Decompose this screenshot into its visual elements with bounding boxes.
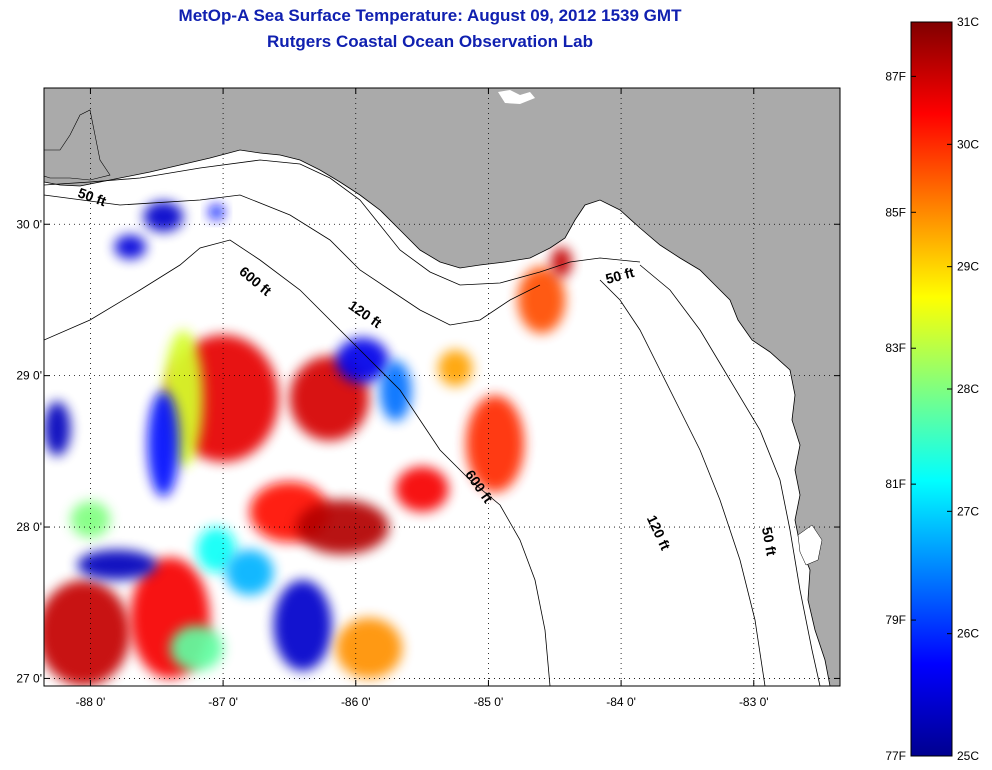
map-subtitle: Rutgers Coastal Ocean Observation Lab bbox=[267, 32, 593, 51]
colorbar-celsius-label: 28C bbox=[957, 382, 979, 396]
contour-600ft bbox=[44, 239, 551, 686]
x-tick-label: -85 0' bbox=[474, 695, 504, 709]
sst-patch bbox=[70, 501, 111, 538]
x-tick-label: -88 0' bbox=[76, 695, 106, 709]
colorbar-celsius-label: 31C bbox=[957, 15, 979, 29]
contour-label: 50 ft bbox=[759, 526, 780, 557]
colorbar-celsius-label: 29C bbox=[957, 260, 979, 274]
sst-patch bbox=[208, 204, 225, 220]
sst-patch bbox=[379, 360, 412, 422]
sst-patch bbox=[550, 246, 573, 278]
sst-patch bbox=[44, 401, 71, 456]
colorbar-fahrenheit-label: 79F bbox=[885, 613, 906, 627]
colorbar-celsius-label: 27C bbox=[957, 504, 979, 518]
plot-frame bbox=[43, 87, 841, 687]
sst-patch bbox=[77, 549, 157, 581]
lake bbox=[498, 90, 535, 104]
x-tick-label: -86 0' bbox=[341, 695, 371, 709]
colorbar-fahrenheit-label: 85F bbox=[885, 205, 906, 219]
x-tick-label: -84 0' bbox=[606, 695, 636, 709]
colorbar-celsius-label: 30C bbox=[957, 137, 979, 151]
sst-patch bbox=[335, 337, 389, 384]
colorbar bbox=[910, 21, 953, 757]
colorbar-fahrenheit-label: 83F bbox=[885, 341, 906, 355]
sst-patch bbox=[170, 625, 224, 671]
colorbar-celsius-label: 25C bbox=[957, 749, 979, 763]
colorbar-fahrenheit-label: 87F bbox=[885, 69, 906, 83]
colorbar-fahrenheit-label: 77F bbox=[885, 749, 906, 763]
y-tick-label: 29 0' bbox=[16, 369, 42, 383]
colorbar-celsius-label: 26C bbox=[957, 627, 979, 641]
x-tick-label: -87 0' bbox=[208, 695, 238, 709]
contour-label: 50 ft bbox=[604, 264, 636, 287]
mobile-bay-land bbox=[44, 109, 111, 181]
land-mass bbox=[44, 88, 840, 686]
y-tick-label: 28 0' bbox=[16, 520, 42, 534]
contour-120ft-east bbox=[599, 279, 766, 686]
colorbar-fahrenheit-label: 81F bbox=[885, 477, 906, 491]
contour-120ft bbox=[44, 194, 541, 326]
sst-patch bbox=[273, 580, 332, 671]
sst-patch bbox=[44, 580, 131, 686]
y-tick-label: 30 0' bbox=[16, 217, 42, 231]
x-tick-label: -83 0' bbox=[739, 695, 769, 709]
tampa-bay bbox=[797, 524, 823, 566]
contour-50ft-north bbox=[44, 159, 641, 286]
sst-patch bbox=[147, 390, 180, 497]
contour-50ft-east bbox=[639, 264, 821, 686]
y-tick-label: 27 0' bbox=[16, 671, 42, 685]
sst-patch bbox=[225, 549, 274, 596]
sst-patch bbox=[465, 395, 525, 493]
map-title: MetOp-A Sea Surface Temperature: August … bbox=[178, 6, 682, 25]
colorbar-labels: 31C 30C 29C 28C 27C 26C 25C 87F 85F 83F 81F 79F 77F bbox=[885, 15, 979, 763]
sst-patch bbox=[196, 527, 237, 573]
sst-patch bbox=[517, 266, 566, 334]
sst-patch bbox=[335, 617, 403, 679]
sst-patch bbox=[114, 234, 147, 260]
axes: -88 0' -87 0' -86 0' -85 0' -84 0' -83 0' 27 0… bbox=[16, 88, 840, 709]
sst-patch bbox=[143, 201, 184, 232]
sst-patch bbox=[296, 499, 389, 555]
sst-patch bbox=[395, 466, 449, 512]
sst-patch bbox=[438, 349, 473, 387]
